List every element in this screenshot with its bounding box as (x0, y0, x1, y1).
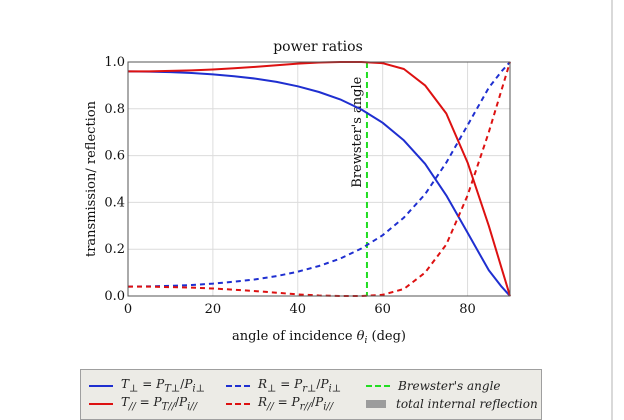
chart-title: power ratios (273, 39, 363, 55)
power-ratios-chart: power ratios Brewster's angle 0 20 40 60 800… (84, 39, 511, 346)
legend-swatch-line (89, 385, 113, 387)
legend-item: T// = PT///Pi// (89, 395, 197, 413)
t-parallel-line (128, 61, 511, 297)
x-axis-unit: (deg) (372, 329, 406, 344)
plot-frame (127, 61, 511, 297)
r-perp-line (127, 61, 511, 288)
x-tick-label: 80 (459, 302, 476, 317)
y-tick-label: 1.0 (104, 55, 125, 70)
window-edge-divider (611, 0, 613, 420)
x-axis-symbol: θ (357, 329, 365, 344)
legend-swatch-line (226, 385, 250, 387)
grid (127, 61, 510, 297)
y-axis-label: transmission/ reflection (84, 100, 99, 257)
x-tick-label: 0 (124, 302, 132, 317)
x-tick-label: 40 (290, 302, 307, 317)
y-tick-label: 0.6 (104, 149, 125, 164)
t-perp-line (127, 70, 511, 297)
tick-labels: 0 20 40 60 80 0.0 0.2 0.4 0.6 0.8 1.0 (104, 55, 476, 317)
brewster-annotation: Brewster's angle (350, 62, 368, 296)
x-tick-label: 60 (374, 302, 391, 317)
legend-item: total internal reflection (366, 395, 538, 413)
legend-item: R// = Pr///Pi// (226, 395, 333, 413)
y-tick-label: 0.4 (104, 195, 125, 210)
series-lines (127, 61, 511, 297)
x-axis-label: angle of incidence θi (deg) (232, 329, 406, 346)
legend-label: total internal reflection (396, 397, 538, 411)
legend-item: Brewster's angle (366, 377, 501, 395)
legend-item: R⊥ = Pr⊥/Pi⊥ (226, 377, 341, 395)
legend-swatch-line (366, 385, 390, 387)
legend-swatch-line (226, 403, 250, 405)
legend-label: T// = PT///Pi// (121, 395, 198, 413)
x-axis-symbol-subscript: i (364, 336, 367, 346)
legend-label: Brewster's angle (398, 379, 501, 393)
r-parallel-line (128, 61, 511, 297)
legend-swatch-line (89, 403, 113, 405)
x-axis-label-text: angle of incidence (232, 329, 353, 344)
legend-item: T⊥ = PT⊥/Pi⊥ (89, 377, 205, 395)
chart-legend: T⊥ = PT⊥/Pi⊥ R⊥ = Pr⊥/Pi⊥ Brewster's angle… (80, 369, 542, 420)
legend-label: R// = Pr///Pi// (258, 395, 334, 413)
legend-label: T⊥ = PT⊥/Pi⊥ (121, 377, 205, 395)
y-tick-label: 0.8 (104, 102, 125, 117)
legend-swatch-block (366, 400, 386, 408)
brewster-angle-label: Brewster's angle (350, 76, 365, 187)
x-tick-label: 20 (205, 302, 222, 317)
y-tick-label: 0.2 (104, 242, 125, 257)
legend-label: R⊥ = Pr⊥/Pi⊥ (258, 377, 342, 395)
y-tick-label: 0.0 (104, 289, 125, 304)
